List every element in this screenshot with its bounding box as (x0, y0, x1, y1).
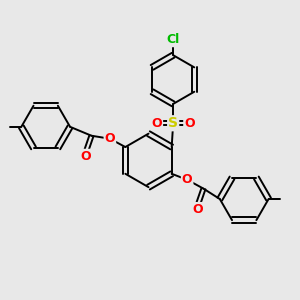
Text: O: O (152, 117, 162, 130)
Text: O: O (193, 203, 203, 216)
Text: O: O (184, 117, 195, 130)
Text: Cl: Cl (167, 33, 180, 46)
Text: O: O (182, 173, 192, 186)
Text: S: S (168, 116, 178, 130)
Text: O: O (105, 132, 115, 145)
Text: O: O (81, 150, 92, 163)
